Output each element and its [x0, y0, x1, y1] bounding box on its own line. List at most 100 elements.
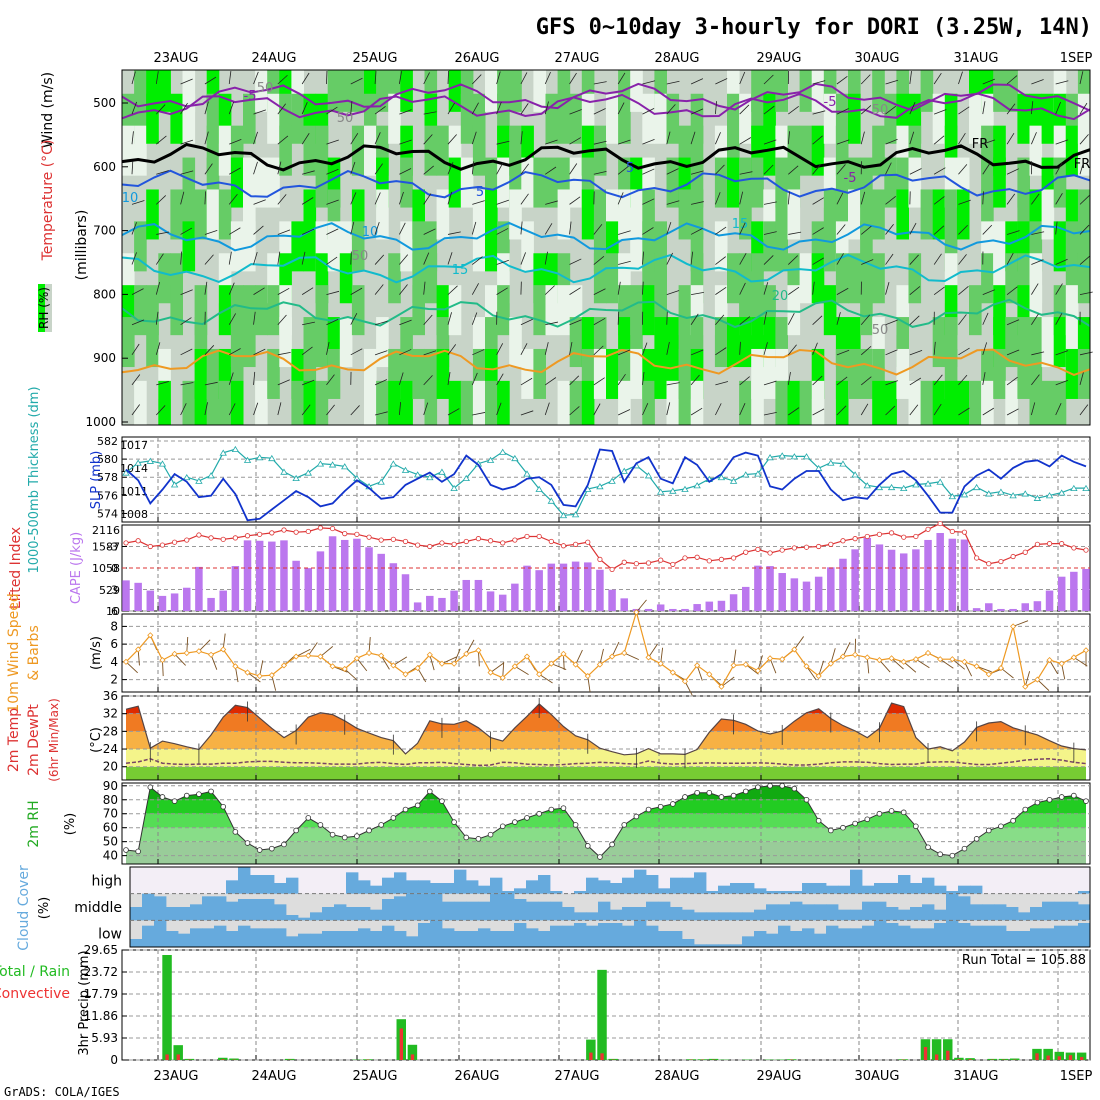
wind-barb	[690, 131, 696, 145]
lifted-index-point	[184, 537, 190, 543]
cape-bar	[511, 583, 519, 611]
precip-run-total: Run Total = 105.88	[962, 953, 1086, 968]
wind-barb	[447, 70, 449, 85]
wind-barb	[569, 221, 572, 235]
lifted-index-point	[536, 533, 542, 540]
wind-barb	[860, 191, 866, 205]
rh-point	[232, 829, 239, 835]
cape-bar	[268, 541, 276, 611]
wind-speed-point	[414, 665, 421, 672]
wind-barb	[593, 224, 603, 235]
rh-cell	[908, 253, 922, 304]
wind-barb	[933, 225, 945, 235]
wind-barb	[666, 402, 671, 416]
cloud-cell-high	[490, 877, 503, 894]
lifted-index-point	[633, 561, 639, 567]
rh-cell	[170, 285, 183, 336]
cape-bar	[875, 544, 884, 611]
cloud-cell-middle	[850, 909, 863, 921]
wind-speed-point	[876, 657, 883, 664]
precip-total-bar	[931, 1039, 942, 1060]
lifted-index-point	[172, 539, 178, 545]
cloud-cell-low	[922, 928, 935, 947]
rh-cell	[1017, 348, 1030, 399]
rh-cell	[1053, 157, 1067, 208]
rh-cell	[460, 380, 474, 425]
thickness-point	[280, 468, 288, 475]
rh-cell	[122, 125, 135, 176]
thickness-point	[656, 488, 665, 495]
rh-point	[451, 819, 457, 825]
wind-speed-point	[596, 661, 603, 668]
temp-unit-label: (°C)	[89, 727, 104, 753]
wind-barb	[326, 168, 339, 175]
cloud-cell-low	[754, 931, 767, 947]
cape-bar	[523, 565, 531, 611]
cloud-cell-middle	[382, 899, 395, 921]
wind-barb	[277, 314, 287, 325]
temp-minmax-label: (6hr Min/Max)	[47, 698, 61, 782]
rh-cell	[424, 380, 438, 425]
wind-barb	[204, 345, 215, 356]
wind-barb	[569, 406, 580, 416]
cloud-cell-middle	[514, 899, 527, 921]
rh-point	[1034, 799, 1041, 806]
precip-axis-label: 3hr Precip (mm)	[77, 950, 92, 1055]
wind-barb	[228, 372, 234, 386]
wind-barb	[156, 195, 167, 205]
rh-cell	[799, 380, 813, 425]
wind-barb	[715, 287, 727, 295]
lifted-index-point	[694, 554, 700, 560]
date-label-top: 29AUG	[756, 51, 801, 66]
wind-barb	[812, 227, 824, 235]
wind-barb	[763, 201, 777, 205]
cape-bar	[936, 533, 944, 611]
rh-color-band	[126, 813, 1086, 828]
lifted-index-point	[427, 543, 433, 550]
wind-speed-point	[353, 655, 360, 662]
wind-barb	[326, 70, 328, 85]
cloud-cell-high	[766, 891, 779, 894]
rh-cell	[291, 93, 304, 144]
cape-bar	[377, 553, 385, 611]
rh-cell	[1077, 348, 1091, 399]
wind-barb	[1030, 402, 1036, 416]
wind-ytick-label: 4	[110, 655, 118, 669]
thickness-point	[292, 474, 300, 482]
cloud-cell-middle	[178, 907, 191, 921]
temp-color-band	[126, 766, 1086, 780]
wind-barb-10m	[307, 642, 318, 656]
wind-barb	[447, 102, 455, 115]
wind-speed-point	[487, 669, 494, 676]
cape-bar	[681, 608, 689, 611]
wind-barb	[447, 312, 452, 325]
wind-barb	[860, 74, 871, 85]
wind-barb	[1079, 134, 1089, 145]
wind-barb	[787, 191, 790, 205]
lifted-index-point	[1022, 549, 1028, 555]
wind-barb	[180, 317, 192, 326]
wind-barb	[885, 162, 892, 175]
rh-cell	[448, 157, 462, 208]
wind-barb	[666, 342, 670, 355]
rh-cell	[509, 317, 522, 368]
rh-point	[985, 827, 992, 834]
thickness-point	[1033, 494, 1042, 501]
rh-point	[694, 789, 700, 796]
rh-cell	[969, 93, 982, 144]
wind-barb	[1055, 221, 1058, 235]
wind-barb	[933, 135, 945, 145]
lifted-index-point	[232, 535, 238, 541]
wind-speed-point	[305, 652, 312, 659]
wind-barb	[618, 139, 631, 145]
cloud-cell-low	[190, 928, 203, 947]
wind-barb-10m	[611, 641, 620, 657]
cape-bar	[644, 608, 653, 611]
wind-speed-point	[1034, 676, 1041, 683]
rh-point	[682, 794, 688, 800]
cloud-cell-low	[514, 923, 527, 947]
rh-cell	[146, 189, 159, 240]
rh-point	[657, 803, 664, 810]
precip-total-bar	[943, 1039, 953, 1060]
cloud-cell-low	[874, 920, 887, 947]
